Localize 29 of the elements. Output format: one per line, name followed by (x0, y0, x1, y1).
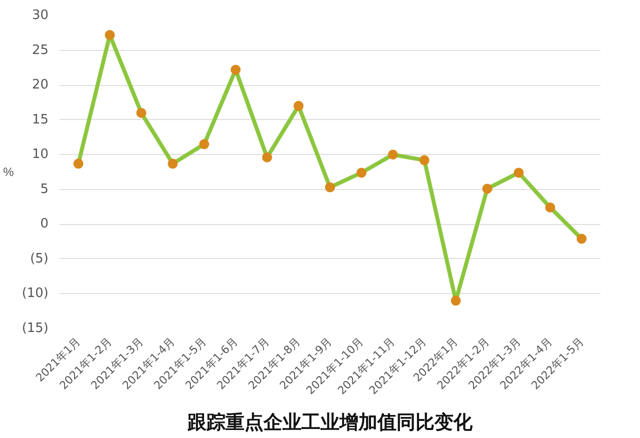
point (388, 150, 398, 160)
point (419, 155, 430, 166)
point (230, 64, 241, 75)
y-tick-label: 30 (32, 8, 49, 23)
y-tick-label: (5) (30, 251, 49, 266)
point (136, 108, 146, 118)
point (325, 182, 335, 192)
point (168, 158, 178, 169)
point (262, 152, 272, 162)
point (514, 168, 524, 178)
y-tick-label: 20 (32, 78, 49, 93)
point (450, 296, 461, 306)
point (199, 139, 210, 150)
point (482, 184, 492, 194)
point (356, 168, 366, 178)
y-tick-label: (10) (22, 286, 48, 302)
y-tick-label: 0 (40, 216, 49, 232)
point (73, 158, 84, 169)
y-tick-label: 5 (40, 182, 49, 197)
y-tick-label: 10 (32, 147, 49, 162)
y-tick-label: 15 (32, 112, 49, 128)
point (545, 202, 556, 212)
y-tick-label: (15) (22, 321, 48, 336)
point (104, 30, 115, 40)
point (576, 234, 587, 244)
point (294, 100, 304, 111)
y-axis-title: % (3, 165, 14, 179)
y-tick-label: 25 (32, 42, 49, 58)
text: 跟踪重点企业工业增加值同比变化 (186, 412, 474, 434)
